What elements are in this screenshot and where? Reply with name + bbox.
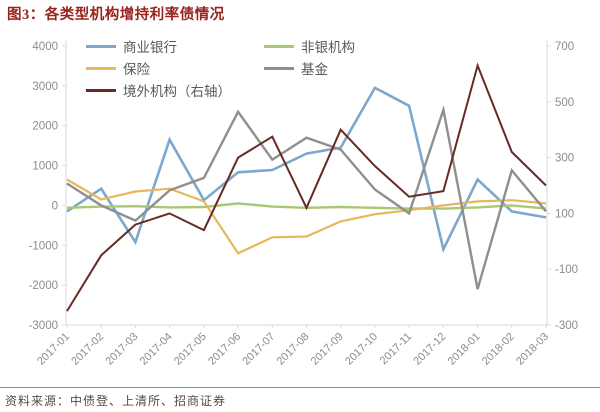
x-axis-label: 2017-11 — [378, 331, 414, 367]
legend-line-swatch — [264, 44, 294, 48]
x-axis-label: 2017-04 — [138, 331, 175, 368]
x-axis-label: 2017-10 — [343, 331, 380, 368]
legend-item-4: 境外机构（右轴） — [86, 81, 264, 99]
y-axis-left-label: 0 — [52, 200, 58, 212]
x-axis-label: 2018-02 — [480, 331, 517, 368]
y-axis-left-label: 1000 — [32, 161, 58, 173]
y-axis-left-label: -1000 — [29, 240, 58, 252]
legend-line-swatch — [86, 66, 116, 70]
y-axis-right-label: 100 — [555, 208, 574, 220]
x-axis-label: 2017-03 — [104, 331, 141, 368]
footer-divider-line — [0, 387, 600, 388]
y-axis-left-label: 4000 — [32, 41, 58, 53]
x-axis-label: 2017-07 — [240, 331, 277, 368]
x-axis-label: 2017-09 — [309, 331, 346, 368]
legend-line-swatch — [86, 44, 116, 48]
y-axis-left-label: 3000 — [32, 81, 58, 93]
y-axis-left-label: -2000 — [29, 280, 58, 292]
y-axis-right-label: 700 — [555, 41, 574, 53]
source-note: 资料来源：中债登、上清所、招商证券 — [5, 394, 227, 408]
legend-item-2: 保险 — [86, 59, 264, 77]
y-axis-right-label: 500 — [555, 97, 574, 109]
y-axis-left-label: 2000 — [32, 121, 58, 133]
legend-label: 保险 — [123, 62, 150, 77]
y-axis-right-label: -100 — [555, 264, 578, 276]
x-axis-label: 2017-01 — [35, 331, 72, 368]
legend-item-1: 非银机构 — [264, 37, 355, 55]
series-line-2 — [66, 178, 547, 255]
legend-line-swatch — [86, 88, 116, 92]
x-axis-label: 2017-05 — [172, 331, 209, 368]
series-line-0 — [66, 86, 547, 254]
legend-item-0: 商业银行 — [86, 37, 264, 55]
chart-legend: 商业银行 非银机构保险 基金境外机构（右轴） — [86, 37, 355, 99]
legend-label: 基金 — [301, 62, 328, 77]
chart-plot-area: 4000 3000 2000 1000 0 -1000 -2000 -3000 700 500 30… — [29, 40, 578, 368]
legend-item-3: 基金 — [264, 59, 355, 77]
x-axis-label: 2017-08 — [275, 331, 312, 368]
legend-line-swatch — [264, 66, 294, 70]
x-axis-label: 2017-02 — [69, 331, 106, 368]
legend-label: 境外机构（右轴） — [123, 84, 231, 99]
chart-title: 图3：各类型机构增持利率债情况 — [7, 7, 225, 23]
legend-label: 商业银行 — [123, 40, 177, 55]
series-line-4 — [66, 62, 547, 312]
y-axis-left-label: -3000 — [29, 320, 58, 332]
x-axis-label: 2018-01 — [446, 331, 483, 368]
legend-label: 非银机构 — [301, 40, 355, 55]
x-axis-label: 2018-03 — [514, 331, 551, 368]
y-axis-right-label: 300 — [555, 153, 574, 165]
x-axis-label: 2017-12 — [411, 331, 448, 368]
x-axis-label: 2017-06 — [206, 331, 243, 368]
series-line-3 — [66, 105, 547, 290]
y-axis-right-label: -300 — [555, 320, 578, 332]
